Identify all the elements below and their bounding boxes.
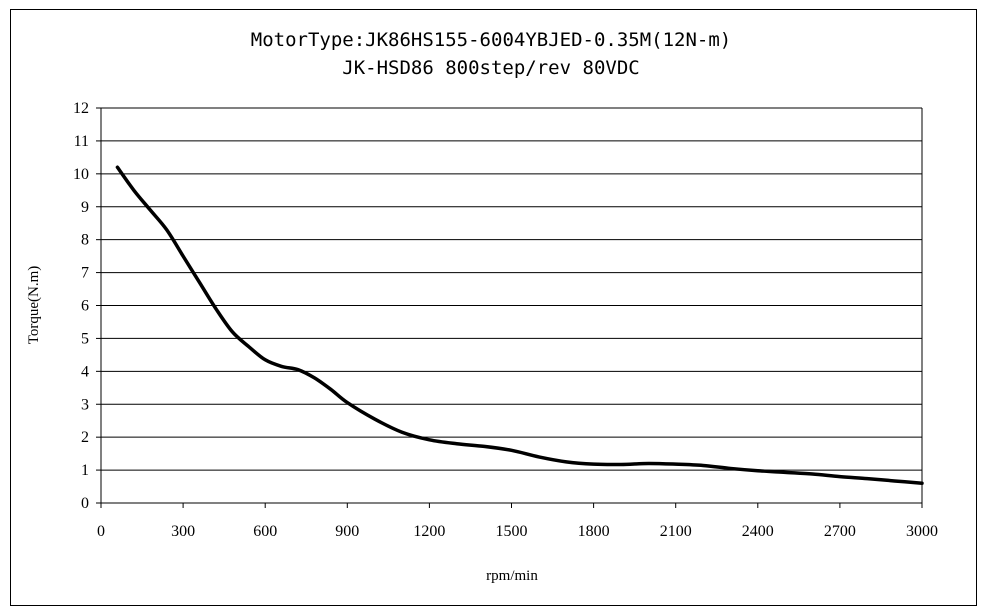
y-tick-label: 11 <box>74 133 89 150</box>
x-axis-label: rpm/min <box>486 568 538 584</box>
y-tick-label: 4 <box>81 363 89 380</box>
x-tick-label: 900 <box>335 523 359 540</box>
x-tick-label: 2400 <box>742 523 774 540</box>
y-tick-label: 0 <box>81 495 89 512</box>
x-tick-label: 3000 <box>906 523 938 540</box>
y-tick-label: 7 <box>81 265 89 282</box>
x-tick-label: 1200 <box>413 523 445 540</box>
y-tick-label: 10 <box>73 166 89 183</box>
y-tick-label: 3 <box>81 396 89 413</box>
y-axis-label: Torque(N.m) <box>26 266 42 345</box>
y-tick-label: 1 <box>81 462 89 479</box>
x-tick-label: 2100 <box>660 523 692 540</box>
y-tick-label: 12 <box>73 100 89 117</box>
y-tick-label: 6 <box>81 298 89 315</box>
y-tick-label: 5 <box>81 330 89 347</box>
y-tick-label: 8 <box>81 232 89 249</box>
x-tick-label: 2700 <box>824 523 856 540</box>
x-tick-label: 0 <box>97 523 105 540</box>
y-tick-label: 2 <box>81 429 89 446</box>
x-tick-label: 1800 <box>578 523 610 540</box>
chart-title: MotorType:JK86HS155-6004YBJED-0.35M(12N-… <box>250 29 732 51</box>
chart-subtitle: JK-HSD86 800step/rev 80VDC <box>342 57 640 79</box>
x-tick-label: 300 <box>171 523 195 540</box>
x-tick-label: 600 <box>253 523 277 540</box>
y-tick-label: 9 <box>81 199 89 216</box>
x-tick-label: 1500 <box>496 523 528 540</box>
torque-curve-line <box>115 165 924 485</box>
